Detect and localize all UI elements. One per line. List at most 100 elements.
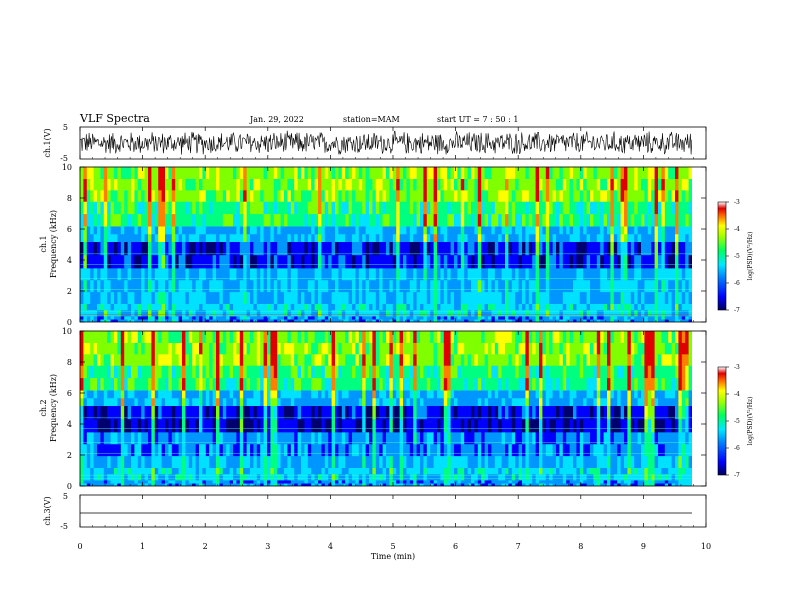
- spectrogram-cell: [209, 455, 213, 468]
- spectrogram-cell: [664, 189, 669, 202]
- spectrogram-cell: [685, 254, 689, 269]
- spectrogram-cell: [372, 303, 377, 311]
- spectrogram-cell: [260, 397, 264, 406]
- spectrogram-cell: [539, 279, 543, 293]
- spectrogram-cell: [664, 479, 669, 484]
- spectrogram-cell: [158, 315, 162, 320]
- spectrogram-cell: [620, 241, 625, 256]
- spectrogram-cell: [294, 455, 298, 468]
- spectrogram-cell: [253, 479, 258, 484]
- spectrogram-cell: [440, 225, 445, 235]
- spectrogram-cell: [491, 309, 496, 317]
- spectrogram-cell: [467, 303, 472, 311]
- spectrogram-cell: [348, 418, 353, 433]
- spectrogram-cell: [375, 201, 380, 215]
- spectrogram-cell: [430, 303, 434, 311]
- spectrogram-cell: [131, 467, 135, 475]
- spectrogram-cell: [515, 291, 519, 304]
- spectrogram-cell: [641, 233, 645, 242]
- spectrogram-cell: [90, 241, 94, 256]
- spectrogram-cell: [250, 291, 254, 304]
- spectrogram-cell: [379, 397, 383, 406]
- spectrogram-cell: [216, 455, 220, 468]
- spectrogram-cell: [464, 443, 468, 457]
- spectrogram-cell: [307, 233, 312, 242]
- spectrogram-cell: [416, 233, 421, 242]
- spectrogram-cell: [590, 241, 594, 256]
- spectrogram-cell: [369, 241, 373, 256]
- spectrogram-cell: [406, 467, 411, 475]
- spectrogram-cell: [624, 318, 628, 322]
- spectrogram-cell: [688, 455, 692, 468]
- spectrogram-cell: [386, 315, 390, 320]
- spectrogram-cell: [263, 482, 268, 486]
- ch1-waveform-path: [80, 130, 692, 155]
- spectrogram-cell: [226, 418, 230, 433]
- spectrogram-cell: [678, 233, 683, 242]
- spectrogram-cell: [675, 482, 679, 486]
- spectrogram-cell: [219, 201, 224, 215]
- spectrogram-cell: [576, 443, 581, 457]
- spectrogram-cell: [307, 482, 312, 486]
- spectrogram-cell: [270, 431, 275, 445]
- spectrogram-cell: [182, 318, 186, 322]
- spectrogram-cell: [474, 397, 479, 406]
- spectrogram-cell: [182, 201, 186, 215]
- spectrogram-cell: [253, 309, 258, 317]
- spectrogram-cell: [110, 482, 115, 486]
- spectrogram-cell: [586, 443, 591, 457]
- spectrogram-cell: [430, 225, 434, 235]
- spectrogram-cell: [423, 303, 428, 311]
- spectrogram-cell: [420, 418, 424, 433]
- spectrogram-cell: [250, 482, 254, 486]
- spectrogram-cell: [355, 405, 360, 420]
- spectrogram-cell: [559, 467, 564, 475]
- spectrogram-cell: [294, 397, 298, 406]
- spectrogram-cell: [440, 201, 445, 215]
- spectrogram-cell: [260, 189, 264, 202]
- spectrogram-cell: [219, 377, 224, 391]
- spectrogram-cell: [195, 482, 200, 486]
- spectrogram-cell: [416, 405, 421, 420]
- spectrogram-cell: [97, 267, 101, 281]
- spectrogram-cell: [508, 455, 513, 468]
- spectrogram-cell: [324, 389, 329, 399]
- spectrogram-cell: [239, 213, 244, 227]
- spectrogram-cell: [199, 225, 203, 235]
- spectrogram-cell: [107, 479, 111, 484]
- spectrogram-cell: [637, 431, 642, 445]
- spectrogram-cell: [375, 213, 380, 227]
- spectrogram-cell: [294, 291, 298, 304]
- spectrogram-cell: [484, 167, 489, 179]
- spectrogram-cell: [280, 443, 285, 457]
- spectrogram-cell: [250, 254, 254, 269]
- spectrogram-cell: [634, 279, 638, 293]
- spectrogram-cell: [205, 473, 210, 481]
- spectrogram-cell: [630, 213, 635, 227]
- spectrogram-cell: [270, 467, 275, 475]
- spectrogram-cell: [358, 303, 363, 311]
- spectrogram-cell: [443, 315, 448, 320]
- spectrogram-cell: [216, 254, 220, 269]
- spectrogram-cell: [229, 397, 234, 406]
- spectrogram-cell: [321, 397, 326, 406]
- spectrogram-cell: [362, 167, 366, 179]
- spectrogram-cell: [148, 279, 152, 293]
- spectrogram-cell: [80, 254, 84, 269]
- spectrogram-cell: [552, 303, 557, 311]
- spectrogram-cell: [542, 482, 547, 486]
- spectrogram-cell: [178, 233, 183, 242]
- spectrogram-cell: [545, 389, 550, 399]
- spectrogram-cell: [256, 213, 261, 227]
- spectrogram-cell: [375, 267, 380, 281]
- spectrogram-cell: [593, 291, 598, 304]
- spectrogram-cell: [195, 201, 200, 215]
- spectrogram-cell: [365, 431, 370, 445]
- spectrogram-cell: [175, 309, 179, 317]
- spectrogram-cell: [161, 167, 166, 179]
- spectrogram-cell: [467, 241, 472, 256]
- spectrogram-cell: [270, 178, 275, 191]
- spectrogram-cell: [222, 225, 227, 235]
- spectrogram-cell: [576, 309, 581, 317]
- spectrogram-cell: [658, 482, 662, 486]
